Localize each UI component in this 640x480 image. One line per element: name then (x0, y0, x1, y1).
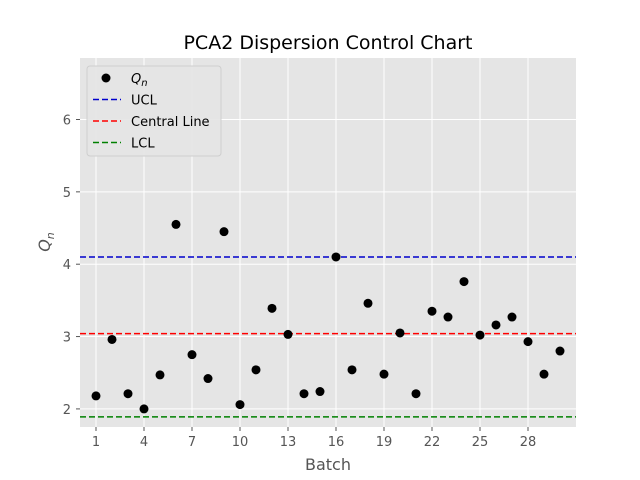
data-point (523, 337, 533, 347)
data-point (459, 277, 469, 287)
legend-label-main: LCL (131, 137, 155, 152)
x-tick-label: 28 (520, 435, 537, 450)
legend-entry: Qn (101, 72, 148, 89)
legend-label: UCL (131, 94, 158, 109)
data-point (203, 374, 213, 384)
legend-marker (101, 73, 111, 83)
y-tick-label: 2 (63, 403, 71, 418)
data-point (235, 400, 245, 410)
x-tick-label: 19 (376, 435, 393, 450)
legend-label-main: UCL (131, 94, 158, 109)
data-point (107, 334, 117, 344)
y-tick-label: 5 (63, 186, 71, 201)
data-points (91, 219, 565, 414)
legend-entry: Central Line (93, 115, 210, 130)
y-tick-label: 4 (63, 258, 71, 273)
x-tick-label: 1 (92, 435, 100, 450)
data-point (331, 252, 341, 262)
data-point (363, 298, 373, 308)
data-point (347, 365, 357, 375)
y-axis-label: Qn (35, 232, 57, 252)
legend-label: Qn (131, 72, 148, 89)
y-tick-label: 3 (63, 331, 71, 346)
legend-label-main: Central Line (131, 115, 210, 130)
data-point (539, 369, 549, 379)
data-point (91, 391, 101, 401)
data-point (139, 404, 149, 414)
x-axis-ticks: 1 4 7 10 13 16 19 22 25 28 (92, 427, 536, 450)
x-tick-label: 22 (424, 435, 441, 450)
data-point (395, 328, 405, 338)
x-axis-label: Batch (305, 455, 351, 474)
data-point (507, 312, 517, 322)
legend-label-subscript: n (141, 78, 147, 89)
data-point (427, 306, 437, 316)
y-axis-label-subscript: n (44, 232, 57, 239)
data-point (155, 370, 165, 380)
data-point (171, 219, 181, 229)
data-point (283, 329, 293, 339)
data-point (267, 303, 277, 313)
x-tick-label: 25 (472, 435, 489, 450)
data-point (315, 387, 325, 397)
x-tick-label: 13 (280, 435, 297, 450)
legend-label-main: Q (131, 72, 141, 87)
legend-entry: LCL (93, 137, 155, 152)
chart-title: PCA2 Dispersion Control Chart (183, 32, 472, 54)
legend: Qn UCL Central Line LCL (86, 65, 222, 157)
data-point (555, 346, 565, 356)
x-tick-label: 7 (188, 435, 196, 450)
data-point (411, 389, 421, 399)
data-point (491, 320, 501, 330)
data-point (219, 227, 229, 237)
x-tick-label: 10 (232, 435, 249, 450)
data-point (443, 312, 453, 322)
x-tick-label: 4 (140, 435, 148, 450)
data-point (251, 365, 261, 375)
data-point (299, 389, 309, 399)
x-tick-label: 16 (328, 435, 345, 450)
legend-label: Central Line (131, 115, 210, 130)
legend-entry: UCL (93, 94, 158, 109)
data-point (187, 350, 197, 360)
y-tick-label: 6 (63, 114, 71, 129)
data-point (475, 330, 485, 340)
y-axis-label-main: Q (35, 239, 54, 252)
y-axis-ticks: 2 3 4 5 6 (63, 114, 80, 418)
data-point (379, 369, 389, 379)
data-point (123, 389, 133, 399)
control-lines (80, 256, 576, 418)
legend-label: LCL (131, 137, 155, 152)
legend-box (86, 65, 222, 157)
